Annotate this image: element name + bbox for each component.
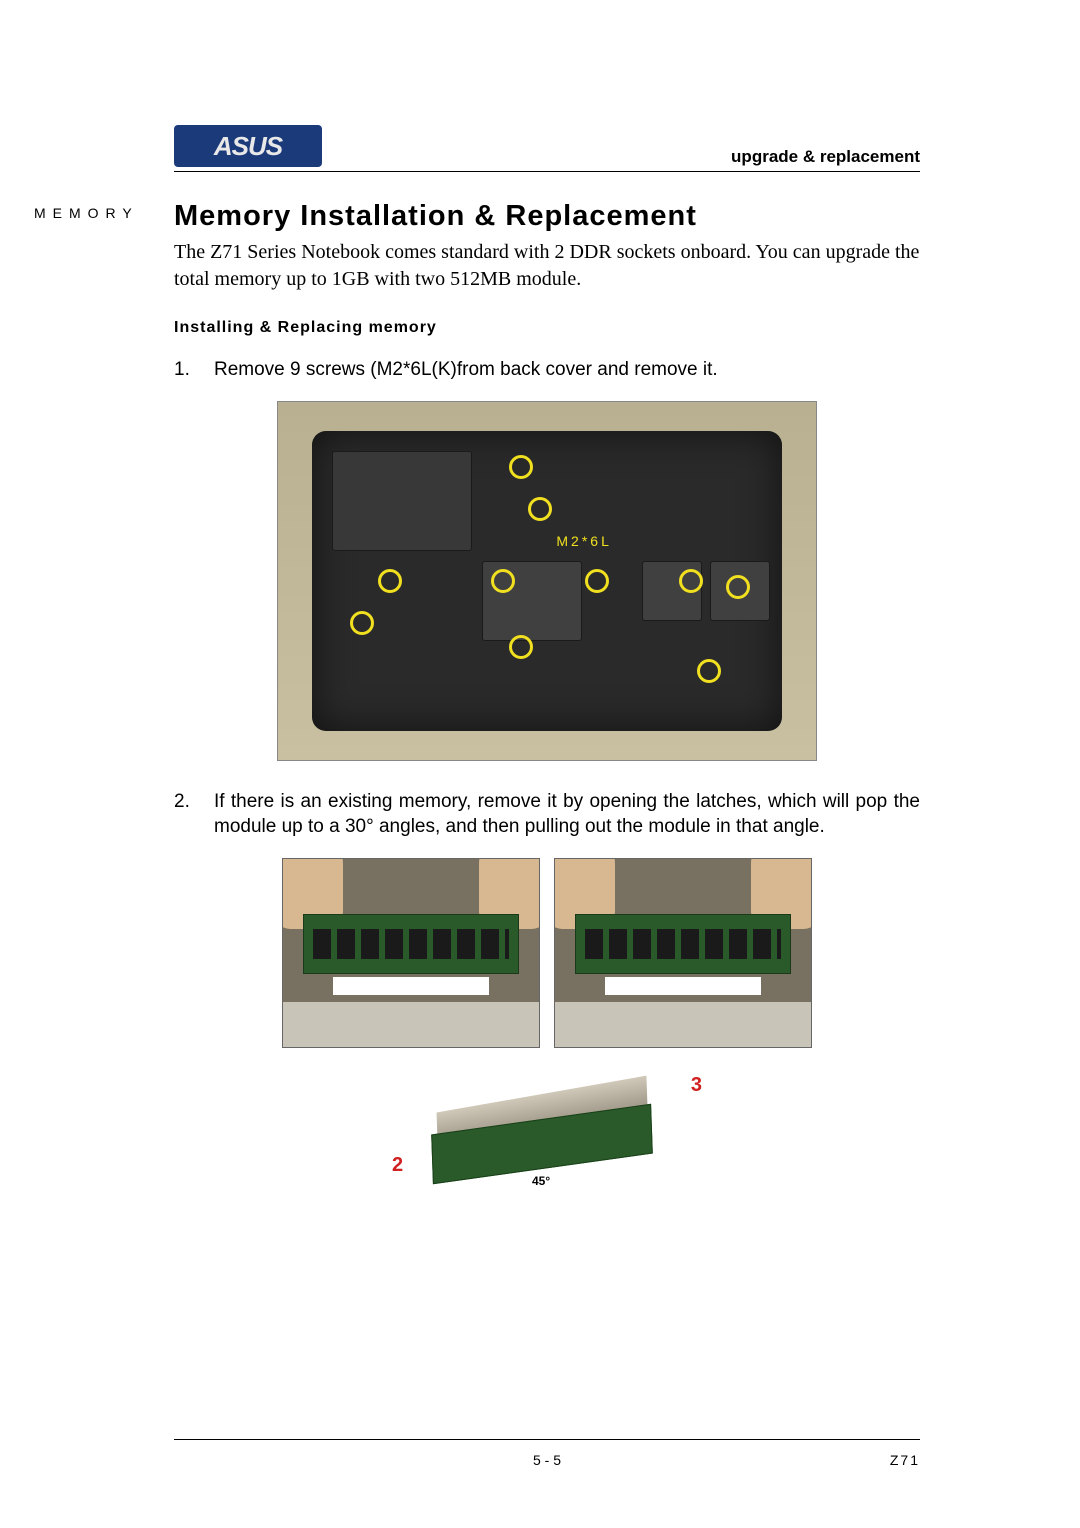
page: MEMORY ASUS upgrade & replacement Memory… [0,0,1080,1528]
step-number: 2. [174,789,214,840]
screw-marker-icon [491,569,515,593]
step-text: Remove 9 screws (M2*6L(K)from back cover… [214,357,920,383]
screw-marker-icon [509,455,533,479]
figure-memory-photos [174,858,920,1048]
content-area: Memory Installation & Replacement The Z7… [174,200,920,1199]
screw-marker-icon [509,635,533,659]
step-1: 1. Remove 9 screws (M2*6L(K)from back co… [174,357,920,383]
screw-marker-icon [726,575,750,599]
step-2: 2. If there is an existing memory, remov… [174,789,920,840]
header-section-label: upgrade & replacement [731,147,920,167]
laptop-bottom-case: M2*6L [312,431,782,731]
screw-size-label: M2*6L [556,533,611,549]
page-header: ASUS upgrade & replacement [174,125,920,172]
screw-marker-icon [585,569,609,593]
screw-marker-icon [378,569,402,593]
subheading: Installing & Replacing memory [174,319,920,337]
screw-marker-icon [528,497,552,521]
barcode-icon [333,977,489,995]
memory-photo-right [554,858,812,1048]
memory-chips-icon [313,929,509,959]
brand-logo-text: ASUS [214,131,282,162]
memory-chips-icon [585,929,781,959]
intro-paragraph: The Z71 Series Notebook comes standard w… [174,239,920,293]
page-number: 5 - 5 [533,1452,561,1468]
access-panel [332,451,472,551]
arrow-label: 3 [691,1074,702,1097]
step-text: If there is an existing memory, remove i… [214,789,920,840]
screw-marker-icon [679,569,703,593]
photo-background [283,1002,539,1047]
brand-logo: ASUS [174,125,322,167]
page-title: Memory Installation & Replacement [174,200,920,233]
photo-background [555,1002,811,1047]
memory-photo-left [282,858,540,1048]
arrow-label: 2 [392,1154,403,1177]
angle-label: 45° [532,1174,550,1188]
sidebar-section-label: MEMORY [34,205,139,221]
page-footer: 5 - 5 Z71 [174,1439,920,1468]
screw-marker-icon [697,659,721,683]
figure-laptop-bottom: M2*6L [277,401,817,761]
footer-model: Z71 [890,1452,920,1468]
step-number: 1. [174,357,214,383]
barcode-icon [605,977,761,995]
screw-marker-icon [350,611,374,635]
figure-removal-diagram: 2 3 45° [382,1064,712,1199]
